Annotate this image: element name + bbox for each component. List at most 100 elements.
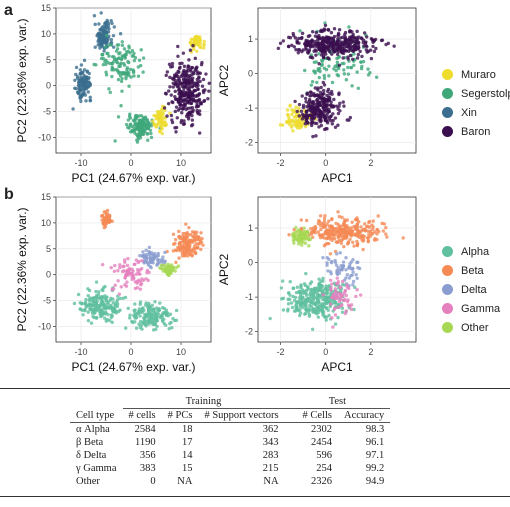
point-alpha [111,300,116,305]
point-xin [93,22,97,27]
point-alpha [308,282,312,286]
point-alpha [309,287,313,292]
point-baron [323,115,327,120]
point-delta [333,258,337,263]
point-baron [312,116,317,120]
y-tick-label: 1 [248,223,253,233]
column-header: # Support vectors [204,410,279,421]
plot-frame [257,7,417,154]
point-baron [328,42,333,46]
point-segerstolpe [322,73,326,78]
point-delta [344,268,348,272]
scatter-panel-a-pc: -10 0 10 -10 -5 0 5 10 15 PC1 (24.67% exp. var.) P… [15,3,212,185]
legend-swatch [442,303,453,314]
point-baron [322,101,326,105]
point-alpha [318,283,323,287]
point-beta [304,218,309,223]
point-xin [102,49,106,53]
point-xin [73,78,77,82]
point-alpha [87,288,92,293]
point-beta [369,231,374,235]
point-baron [342,32,347,37]
column-header: Cell type [76,409,115,421]
point-baron [360,54,364,59]
point-segerstolpe [315,80,319,85]
point-alpha [147,301,151,306]
point-segerstolpe [140,125,144,129]
point-baron [296,51,301,55]
point-segerstolpe [120,89,124,93]
legend-item-delta: Delta [442,280,500,299]
point-segerstolpe [145,132,149,136]
point-gamma [336,291,340,295]
point-other [173,269,177,273]
point-baron [171,85,175,89]
point-beta [197,242,202,246]
point-alpha [164,312,169,317]
point-xin [104,25,108,29]
point-baron [311,99,316,104]
point-beta [178,240,182,245]
point-gamma [354,294,358,299]
point-delta [336,266,340,270]
y-tick-label: 5 [46,244,51,254]
point-segerstolpe [92,62,96,67]
table-cell: 96.1 [365,437,385,448]
point-baron [177,66,182,70]
point-baron [328,49,332,54]
table-row: δ Delta 356 14 283 596 97.1 [70,449,390,462]
point-segerstolpe [322,76,327,80]
point-alpha [106,312,110,317]
point-baron [198,71,202,75]
point-delta [149,260,153,264]
point-alpha [86,293,90,298]
x-tick-label: -10 [74,347,87,357]
point-xin [99,11,103,15]
point-baron [187,58,191,62]
point-segerstolpe [111,66,115,71]
point-alpha [115,298,120,302]
point-gamma [337,299,342,303]
point-baron [304,112,308,117]
table-bottom-rule [0,496,510,497]
point-alpha [311,307,315,311]
table-cell: 254 [316,463,332,474]
point-baron [330,52,334,56]
point-baron [197,131,202,135]
point-gamma [131,274,135,278]
point-xin [82,58,87,63]
x-tick-label: 0 [323,347,328,357]
point-alpha [139,323,144,328]
point-muraro [193,41,197,45]
point-alpha [286,297,290,302]
point-baron [185,100,189,105]
point-baron [365,50,369,54]
points [268,210,405,332]
point-xin [80,71,84,75]
point-segerstolpe [342,72,347,76]
point-delta [155,254,159,258]
point-gamma [130,277,134,282]
point-alpha [340,310,345,314]
point-baron [311,106,316,110]
point-baron [300,35,304,40]
point-alpha [95,315,99,320]
point-baron [301,105,306,110]
point-segerstolpe [310,80,315,84]
point-alpha [295,304,299,309]
point-xin [79,99,83,104]
point-beta [381,229,386,233]
point-delta [347,266,351,270]
point-segerstolpe [110,62,114,66]
point-baron [188,106,193,110]
point-beta [385,235,389,239]
point-alpha [97,290,101,294]
point-delta [351,270,355,274]
point-beta [351,240,355,245]
point-baron [297,41,301,45]
point-segerstolpe [128,67,133,72]
point-baron [332,49,337,54]
point-beta [199,247,203,252]
point-baron [175,71,179,76]
point-segerstolpe [106,43,111,47]
